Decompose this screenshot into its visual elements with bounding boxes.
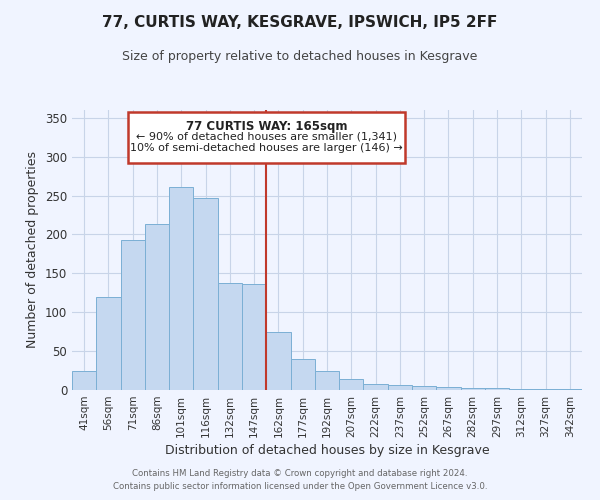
Bar bbox=[315, 370, 339, 390]
Bar bbox=[339, 379, 364, 390]
Bar bbox=[242, 284, 266, 390]
Text: ← 90% of detached houses are smaller (1,341): ← 90% of detached houses are smaller (1,… bbox=[136, 132, 397, 142]
FancyBboxPatch shape bbox=[128, 112, 405, 163]
Bar bbox=[290, 359, 315, 390]
Bar bbox=[485, 388, 509, 390]
Bar bbox=[218, 284, 242, 390]
Bar bbox=[412, 386, 436, 390]
Bar bbox=[509, 389, 533, 390]
Text: 77, CURTIS WAY, KESGRAVE, IPSWICH, IP5 2FF: 77, CURTIS WAY, KESGRAVE, IPSWICH, IP5 2… bbox=[103, 15, 497, 30]
Bar bbox=[145, 224, 169, 390]
Bar bbox=[169, 187, 193, 390]
Text: Contains public sector information licensed under the Open Government Licence v3: Contains public sector information licen… bbox=[113, 482, 487, 491]
Bar bbox=[436, 387, 461, 390]
Bar bbox=[364, 384, 388, 390]
Bar bbox=[558, 389, 582, 390]
Bar bbox=[193, 198, 218, 390]
Bar bbox=[461, 388, 485, 390]
X-axis label: Distribution of detached houses by size in Kesgrave: Distribution of detached houses by size … bbox=[164, 444, 490, 457]
Bar bbox=[96, 296, 121, 390]
Text: Contains HM Land Registry data © Crown copyright and database right 2024.: Contains HM Land Registry data © Crown c… bbox=[132, 468, 468, 477]
Y-axis label: Number of detached properties: Number of detached properties bbox=[26, 152, 40, 348]
Bar bbox=[266, 332, 290, 390]
Text: 10% of semi-detached houses are larger (146) →: 10% of semi-detached houses are larger (… bbox=[130, 142, 403, 152]
Text: 77 CURTIS WAY: 165sqm: 77 CURTIS WAY: 165sqm bbox=[185, 120, 347, 133]
Bar bbox=[388, 384, 412, 390]
Text: Size of property relative to detached houses in Kesgrave: Size of property relative to detached ho… bbox=[122, 50, 478, 63]
Bar bbox=[533, 389, 558, 390]
Bar bbox=[72, 370, 96, 390]
Bar bbox=[121, 240, 145, 390]
